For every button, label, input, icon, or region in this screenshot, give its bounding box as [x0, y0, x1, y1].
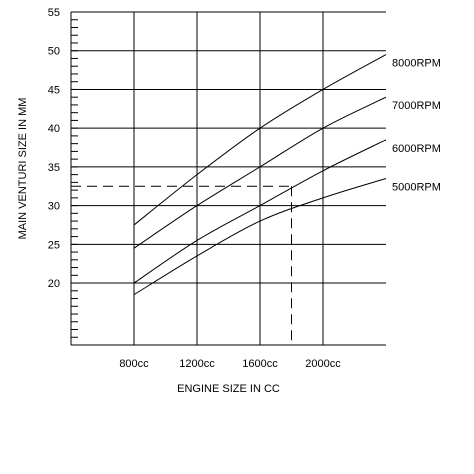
x-tick-label: 1600cc: [242, 358, 278, 370]
x-tick-label: 2000cc: [305, 358, 341, 370]
grid-group: [71, 11, 386, 345]
y-tick-label: 40: [48, 123, 60, 135]
series-label-6000rpm: 6000RPM: [392, 143, 441, 155]
y-tick-label: 25: [48, 239, 60, 251]
series-line-5000rpm: [133, 178, 387, 296]
series-line-6000rpm: [133, 139, 387, 284]
x-tick-label: 800cc: [119, 358, 149, 370]
y-tick-label: 50: [48, 46, 60, 58]
x-axis-title: ENGINE SIZE IN CC: [177, 383, 280, 395]
reference-group: [71, 185, 292, 345]
y-tick-label: 45: [48, 84, 60, 96]
series-line-8000rpm: [133, 54, 387, 226]
y-tick-label: 30: [48, 201, 60, 213]
y-tick-label: 55: [48, 7, 60, 19]
x-tick-label: 1200cc: [179, 358, 215, 370]
series-label-5000rpm: 5000RPM: [392, 182, 441, 194]
y-tick-label: 35: [48, 162, 60, 174]
y-axis-title: MAIN VENTURI SIZE IN MM: [17, 98, 29, 240]
series-line-7000rpm: [133, 96, 387, 249]
series-label-8000rpm: 8000RPM: [392, 58, 441, 70]
label-group: 55 50 45 40 35 30 25 20 800cc 1200cc 1600cc 2000cc 8…: [17, 7, 441, 395]
series-group: [133, 54, 387, 296]
minor-tick-group: [71, 11, 78, 346]
series-label-7000rpm: 7000RPM: [392, 100, 441, 112]
y-tick-label: 20: [48, 278, 60, 290]
frame-group: [70, 12, 386, 346]
